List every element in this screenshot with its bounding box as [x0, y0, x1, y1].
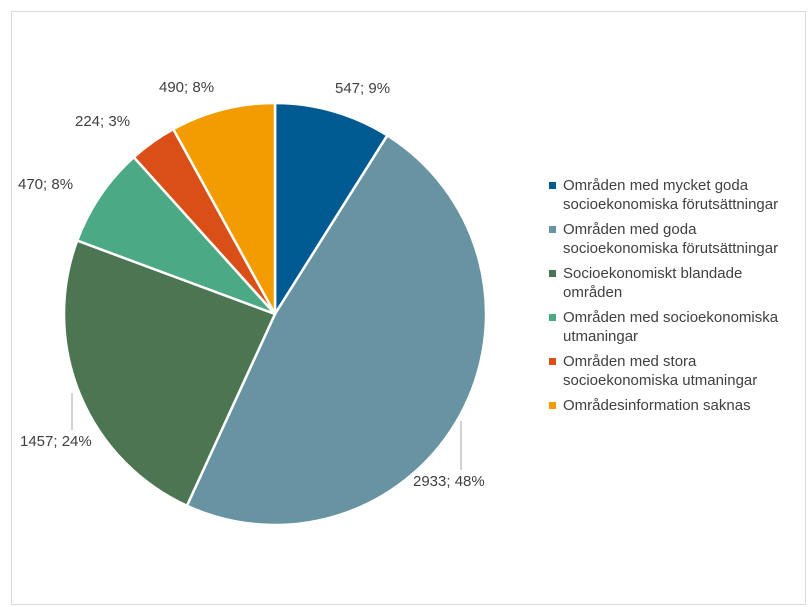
data-label-4: 470; 8% [18, 176, 74, 193]
legend-label: Områden med stora socioekonomiska utmani… [563, 353, 758, 389]
pie-slice-4 [75, 155, 276, 316]
data-label-2: 2933; 48% [413, 473, 485, 490]
pie-slice-6 [171, 101, 277, 315]
legend-label: Områdesinformation saknas [563, 397, 751, 414]
legend-label: Områden med goda socioekonomiska förutsä… [563, 221, 779, 257]
legend-item-1: Områden med mycket goda socioekonomiska … [549, 176, 804, 214]
pie-slice-2 [185, 133, 488, 527]
legend-item-4: Områden med socioekonomiska utmaningar [549, 308, 804, 346]
pie-slice-3 [62, 238, 277, 508]
pie-slice-1 [273, 101, 390, 319]
chart-legend: Områden med mycket goda socioekonomiska … [549, 176, 804, 421]
data-label-3: 1457; 24% [20, 433, 92, 450]
data-label-5: 224; 3% [75, 113, 131, 130]
legend-swatch [549, 314, 556, 321]
data-label-6: 490; 8% [159, 79, 215, 96]
legend-label: Områden med socioekonomiska utmaningar [563, 309, 779, 345]
legend-swatch [549, 358, 556, 365]
legend-label: Socioekonomiskt blandade områden [563, 265, 743, 301]
data-label-1: 547; 9% [335, 80, 391, 97]
legend-swatch [549, 402, 556, 409]
legend-swatch [549, 226, 556, 233]
legend-item-2: Områden med goda socioekonomiska förutsä… [549, 220, 804, 258]
legend-label: Områden med mycket goda socioekonomiska … [563, 177, 779, 213]
legend-swatch [549, 270, 556, 277]
legend-item-6: Områdesinformation saknas [549, 396, 804, 415]
legend-item-5: Områden med stora socioekonomiska utmani… [549, 352, 804, 390]
legend-swatch [549, 182, 556, 189]
legend-item-3: Socioekonomiskt blandade områden [549, 264, 804, 302]
